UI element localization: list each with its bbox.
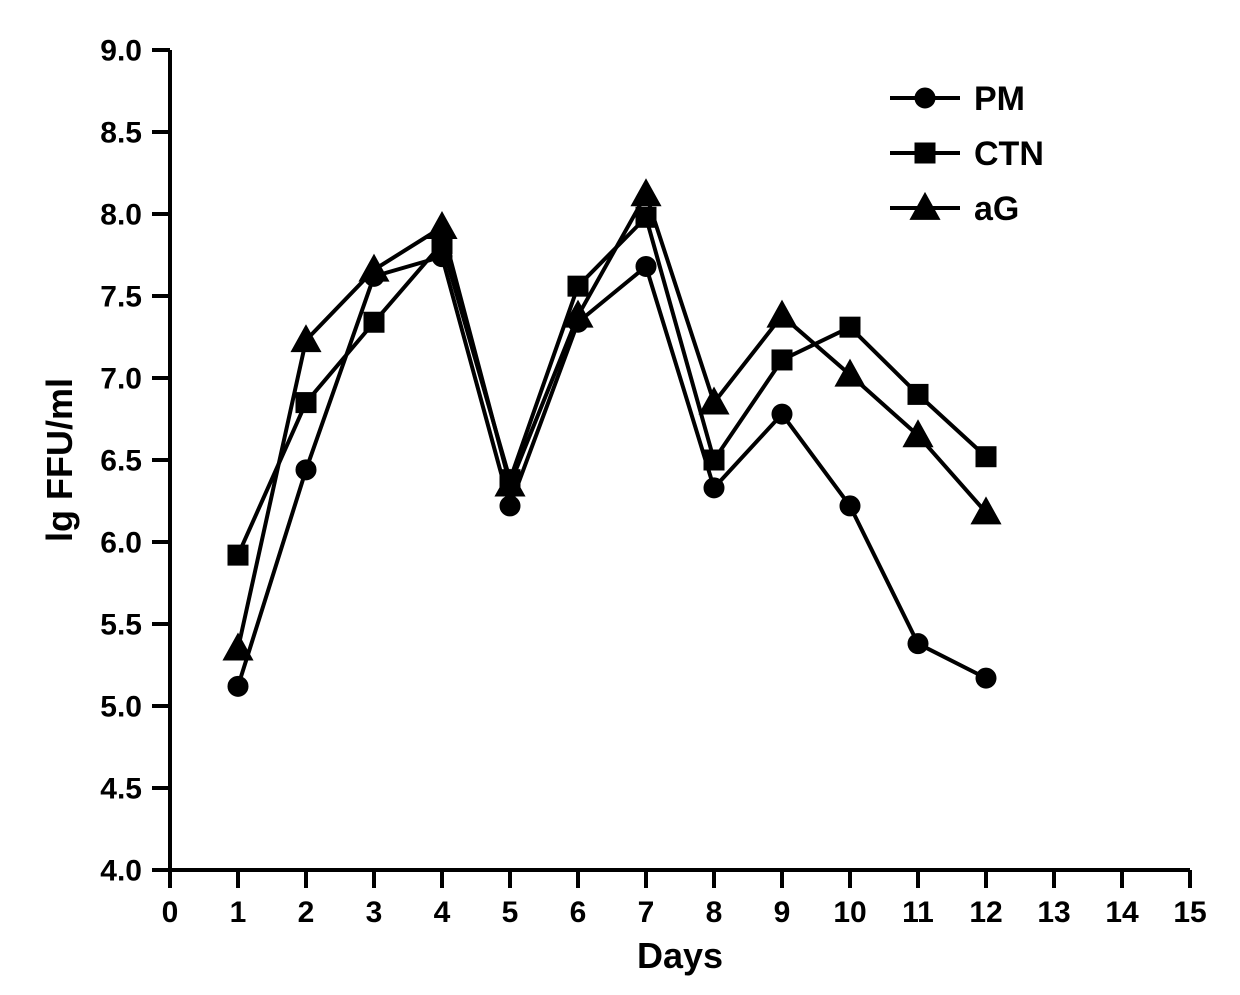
x-tick-label: 11 [902,896,934,929]
y-tick-label: 6.0 [100,527,142,560]
x-tick-label: 7 [638,896,655,929]
x-tick-label: 3 [366,896,383,929]
y-tick-label: 6.5 [100,445,142,478]
x-axis-label: Days [637,935,723,976]
y-tick-label: 5.0 [100,691,142,724]
y-tick-label: 9.0 [100,35,142,68]
y-tick-label: 4.5 [100,773,142,806]
legend-label: PM [974,80,1025,118]
x-tick-label: 6 [570,896,587,929]
legend-label: aG [974,190,1019,228]
y-axis-label: lg FFU/ml [39,378,80,542]
x-tick-label: 14 [1105,896,1139,929]
y-tick-label: 7.5 [100,281,142,314]
y-tick-label: 4.0 [100,855,142,888]
x-tick-label: 1 [230,896,247,929]
x-tick-label: 2 [298,896,315,929]
x-tick-label: 12 [969,896,1002,929]
line-chart: 01234567891011121314154.04.55.05.56.06.5… [0,0,1240,995]
x-tick-label: 8 [706,896,723,929]
y-tick-label: 7.0 [100,363,142,396]
x-tick-label: 13 [1037,896,1070,929]
x-tick-label: 9 [774,896,791,929]
chart-container: 01234567891011121314154.04.55.05.56.06.5… [0,0,1240,995]
x-tick-label: 15 [1173,896,1206,929]
x-tick-label: 0 [162,896,179,929]
x-tick-label: 10 [833,896,866,929]
legend-label: CTN [974,135,1044,173]
x-tick-label: 4 [434,896,451,929]
y-tick-label: 5.5 [100,609,142,642]
y-tick-label: 8.0 [100,199,142,232]
y-tick-label: 8.5 [100,117,142,150]
x-tick-label: 5 [502,896,519,929]
